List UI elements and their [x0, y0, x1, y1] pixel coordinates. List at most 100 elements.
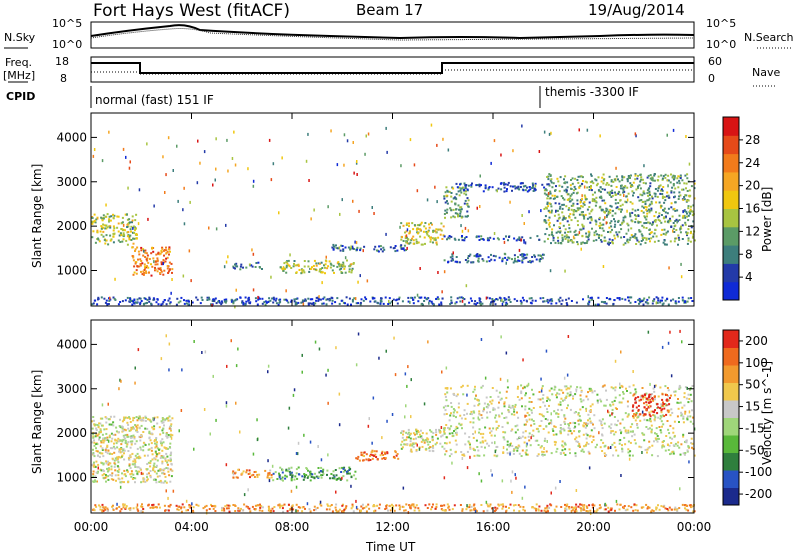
data-cell	[549, 197, 552, 200]
data-cell	[517, 259, 520, 262]
data-cell	[614, 223, 617, 226]
data-cell	[687, 401, 690, 404]
data-cell	[516, 387, 519, 390]
data-cell	[681, 224, 684, 227]
data-cell	[177, 508, 180, 511]
data-cell	[120, 439, 123, 442]
data-cell	[598, 507, 601, 510]
data-cell	[664, 449, 667, 452]
data-cell	[518, 239, 521, 241]
data-cell	[471, 261, 474, 264]
data-cell	[651, 302, 654, 305]
scatter-point	[667, 341, 670, 345]
data-cell	[251, 265, 254, 268]
data-cell	[272, 479, 275, 482]
data-cell	[261, 302, 264, 305]
data-cell	[137, 250, 140, 253]
data-cell	[131, 478, 134, 480]
data-cell	[593, 414, 596, 417]
data-cell	[507, 409, 510, 411]
data-cell	[136, 246, 139, 249]
data-cell	[117, 222, 120, 225]
data-cell	[516, 396, 519, 398]
data-cell	[590, 219, 593, 222]
data-cell	[170, 458, 172, 461]
data-cell	[600, 240, 603, 243]
data-cell	[212, 299, 215, 302]
data-cell	[651, 195, 653, 198]
data-cell	[610, 220, 613, 223]
data-cell	[455, 197, 457, 200]
data-cell	[450, 299, 453, 302]
data-cell	[510, 442, 512, 445]
data-cell	[634, 415, 637, 417]
data-cell	[602, 218, 605, 221]
data-cell	[444, 409, 447, 412]
data-cell	[261, 297, 264, 300]
data-cell	[649, 415, 652, 418]
data-cell	[647, 397, 650, 400]
data-cell	[637, 410, 640, 412]
data-cell	[443, 447, 446, 450]
data-cell	[486, 403, 489, 406]
data-cell	[286, 510, 289, 513]
data-cell	[248, 472, 251, 475]
data-cell	[136, 508, 139, 511]
data-cell	[555, 394, 558, 396]
data-cell	[268, 473, 271, 476]
data-cell	[612, 302, 615, 305]
data-cell	[153, 425, 156, 428]
data-cell	[637, 408, 640, 411]
data-cell	[478, 413, 481, 416]
scatter-point	[523, 222, 525, 225]
data-cell	[428, 447, 431, 450]
data-cell	[278, 472, 280, 475]
data-cell	[160, 420, 163, 423]
data-cell	[295, 472, 298, 475]
data-cell	[486, 416, 489, 419]
data-cell	[568, 387, 571, 390]
data-cell	[356, 248, 358, 251]
data-cell	[595, 196, 598, 199]
data-cell	[667, 303, 670, 306]
data-cell	[272, 510, 275, 513]
data-cell	[605, 297, 608, 299]
data-cell	[558, 388, 561, 391]
data-cell	[148, 436, 151, 439]
data-cell	[131, 215, 134, 218]
data-cell	[101, 449, 104, 451]
data-cell	[107, 460, 110, 463]
data-cell	[452, 408, 455, 410]
data-cell	[674, 442, 677, 445]
data-cell	[673, 175, 676, 178]
data-cell	[507, 298, 510, 301]
data-cell	[120, 443, 123, 446]
data-cell	[550, 181, 553, 184]
data-cell	[302, 478, 305, 481]
data-cell	[100, 441, 103, 444]
data-cell	[655, 427, 658, 430]
data-cell	[622, 220, 625, 223]
data-cell	[354, 470, 357, 473]
data-cell	[255, 300, 258, 303]
scatter-point	[520, 238, 522, 242]
data-cell	[693, 239, 696, 242]
data-cell	[117, 303, 120, 306]
data-cell	[120, 228, 123, 230]
data-cell	[320, 504, 323, 507]
data-cell	[106, 507, 109, 510]
data-cell	[436, 437, 439, 440]
data-cell	[580, 175, 583, 178]
data-cell	[217, 300, 220, 303]
data-cell	[661, 299, 663, 302]
data-cell	[281, 507, 284, 510]
data-cell	[408, 436, 410, 439]
data-cell	[409, 443, 412, 446]
data-cell	[675, 218, 678, 221]
scatter-point	[125, 155, 127, 159]
data-cell	[159, 272, 161, 274]
data-cell	[629, 430, 632, 433]
scatter-point	[688, 162, 691, 166]
data-cell	[188, 504, 191, 506]
data-cell	[614, 396, 617, 399]
